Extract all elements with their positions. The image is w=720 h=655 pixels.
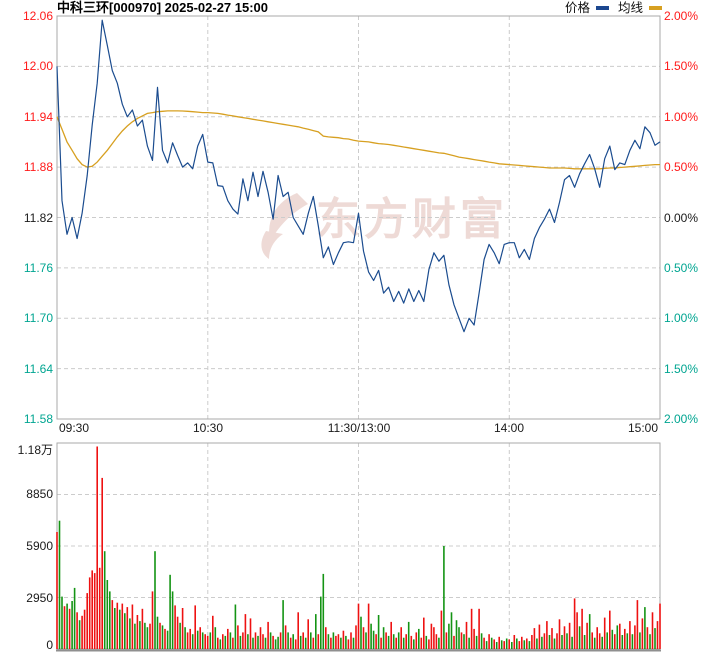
time-tick-label: 10:30	[192, 421, 224, 435]
price-plot-area[interactable]	[57, 16, 660, 419]
legend-item-price: 价格	[565, 1, 609, 15]
price-tick-label: 11.76	[23, 261, 53, 275]
time-tick-label: 15:00	[627, 421, 659, 435]
price-line-layer	[56, 19, 661, 333]
price-tick-label: 11.82	[23, 211, 53, 225]
pct-tick-label: 1.00%	[664, 311, 699, 325]
volume-tick-label: 8850	[26, 487, 53, 501]
pct-tick-label: 2.00%	[664, 412, 699, 426]
pct-tick-label: 0.50%	[664, 160, 699, 174]
volume-tick-label: 5900	[26, 539, 53, 553]
pct-tick-label: 1.50%	[664, 362, 699, 376]
volume-tick-label: 1.18万	[17, 443, 53, 457]
price-tick-label: 11.94	[23, 110, 53, 124]
pct-tick-label: 1.00%	[664, 110, 699, 124]
time-tick-label: 09:30	[58, 421, 90, 435]
price-tick-label: 12.06	[22, 9, 53, 23]
svg-text:东方财富: 东方财富	[316, 195, 508, 244]
pct-tick-label: 0.00%	[664, 211, 699, 225]
price-tick-label: 11.64	[23, 362, 53, 376]
pct-tick-label: 1.50%	[664, 59, 699, 73]
volume-tick-label: 0	[46, 638, 53, 652]
watermark-layer: 东方财富	[261, 193, 508, 259]
legend-item-avg: 均线	[618, 1, 662, 15]
legend-avg-label: 均线	[617, 1, 643, 15]
volume-bars-layer	[56, 446, 661, 649]
legend-price-swatch	[595, 6, 609, 10]
legend-avg-swatch	[649, 6, 662, 10]
legend-price-label: 价格	[564, 1, 590, 15]
pct-tick-label: 2.00%	[664, 9, 699, 23]
chart-legend: 价格 均线	[565, 1, 662, 15]
price-tick-label: 11.88	[23, 160, 53, 174]
chart-title: 中科三环[000970] 2025-02-27 15:00	[57, 0, 269, 15]
pct-tick-label: 0.50%	[664, 261, 699, 275]
time-tick-label: 11:30/13:00	[327, 421, 391, 435]
price-tick-label: 11.58	[23, 412, 53, 426]
volume-plot-area[interactable]	[57, 443, 660, 649]
avg-line-layer	[56, 110, 660, 170]
volume-tick-label: 2950	[26, 591, 53, 605]
price-tick-label: 11.70	[23, 311, 53, 325]
time-tick-label: 14:00	[493, 421, 525, 435]
price-tick-label: 12.00	[22, 59, 53, 73]
